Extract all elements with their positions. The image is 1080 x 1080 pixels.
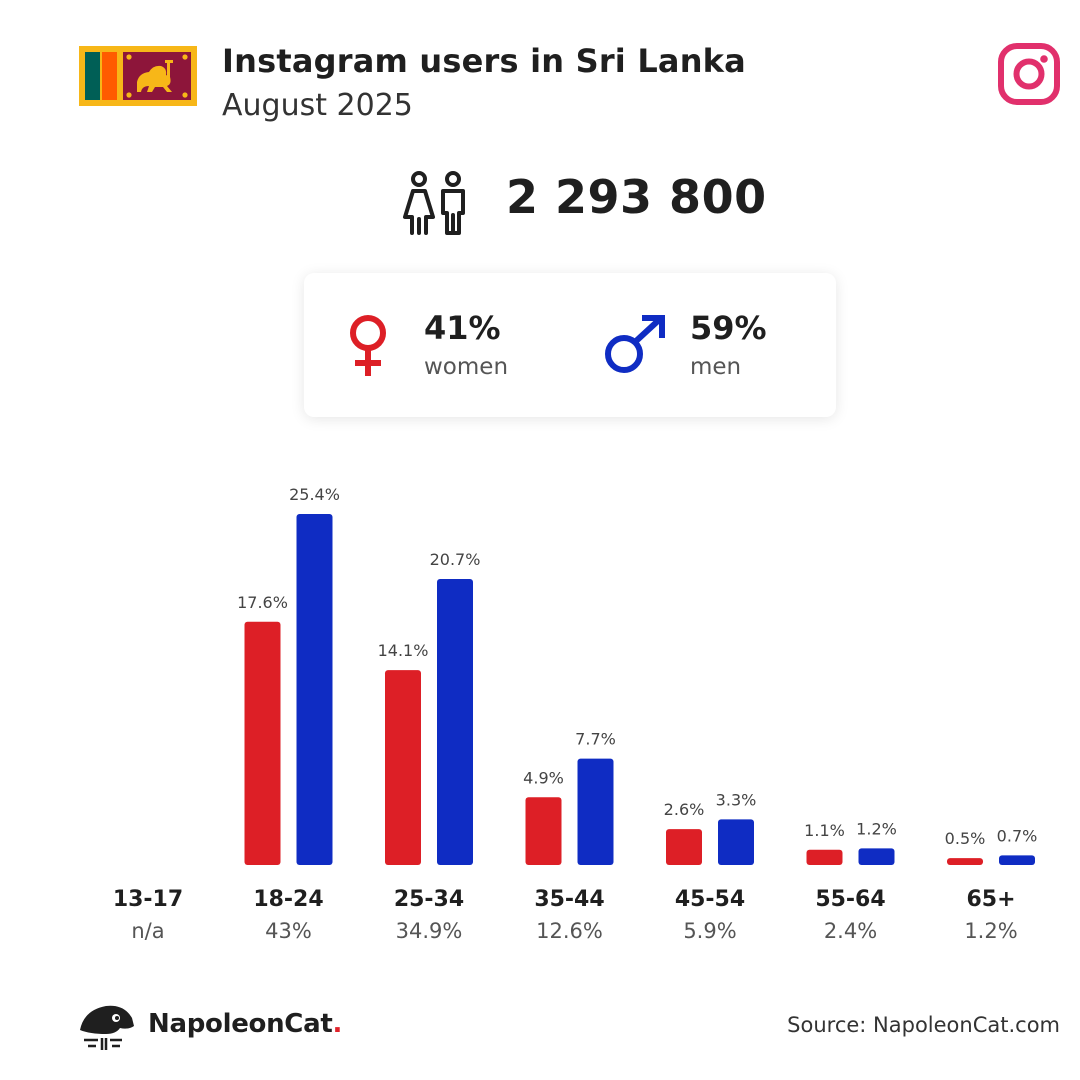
napoleoncat-logo — [80, 1005, 134, 1050]
data-label-women: 1.1% — [804, 821, 845, 840]
data-label-men: 3.3% — [716, 790, 757, 809]
category-total-label: 1.2% — [964, 919, 1017, 943]
data-label-women: 14.1% — [378, 641, 429, 660]
bar-men — [577, 758, 614, 865]
data-label-women: 2.6% — [664, 800, 705, 819]
men-label: men — [690, 354, 742, 380]
sri-lanka-flag — [79, 46, 197, 106]
x-tick-label: 25-34 — [394, 887, 464, 912]
age-gender-bar-chart: 13-17 n/a 17.6% 25.4% 18-24 43% 14.1% 20.7% 25-3… — [113, 485, 1038, 943]
data-label-men: 1.2% — [856, 819, 897, 838]
x-tick-label: 13-17 — [113, 887, 183, 912]
men-percentage: 59% — [690, 309, 767, 347]
female-symbol-icon — [350, 315, 386, 376]
category-total-label: 34.9% — [396, 919, 463, 943]
category-total-label: n/a — [131, 919, 164, 943]
instagram-icon — [998, 43, 1060, 105]
category-total-label: 5.9% — [683, 919, 736, 943]
category-total-label: 12.6% — [536, 919, 603, 943]
bar-men — [437, 578, 473, 865]
bar-women — [244, 621, 281, 865]
gender-split-card — [304, 273, 836, 417]
data-label-men: 7.7% — [575, 730, 616, 749]
bar-men — [858, 848, 895, 865]
x-tick-label: 45-54 — [675, 887, 745, 912]
data-label-women: 0.5% — [945, 829, 986, 848]
data-label-men: 20.7% — [430, 550, 481, 569]
x-tick-label: 35-44 — [534, 887, 604, 912]
x-tick-label: 65+ — [966, 887, 1015, 912]
x-tick-label: 55-64 — [815, 887, 885, 912]
bar-women — [385, 670, 421, 865]
women-percentage: 41% — [424, 309, 501, 347]
brand-dot: . — [332, 1009, 343, 1039]
data-label-women: 4.9% — [523, 768, 564, 787]
data-label-men: 25.4% — [289, 485, 340, 504]
male-symbol-icon — [605, 315, 665, 373]
brand-name: NapoleonCat. — [148, 1009, 342, 1039]
source-credit: Source: NapoleonCat.com — [787, 1013, 1060, 1037]
bar-women — [666, 829, 702, 865]
x-tick-label: 18-24 — [253, 887, 323, 912]
bar-women — [525, 797, 562, 865]
category-total-label: 43% — [265, 919, 312, 943]
page-subtitle: August 2025 — [222, 88, 413, 123]
bar-women — [947, 858, 983, 865]
brand-name-text: NapoleonCat — [148, 1009, 333, 1039]
bar-women — [806, 849, 843, 865]
data-label-women: 17.6% — [237, 593, 288, 612]
total-users-value: 2 293 800 — [506, 170, 767, 224]
women-label: women — [424, 354, 509, 380]
data-label-men: 0.7% — [997, 826, 1038, 845]
bar-men — [718, 819, 754, 865]
bar-men — [296, 514, 333, 865]
people-icon — [403, 171, 465, 235]
category-total-label: 2.4% — [824, 919, 877, 943]
bar-men — [999, 855, 1035, 865]
page-title: Instagram users in Sri Lanka — [222, 42, 746, 80]
